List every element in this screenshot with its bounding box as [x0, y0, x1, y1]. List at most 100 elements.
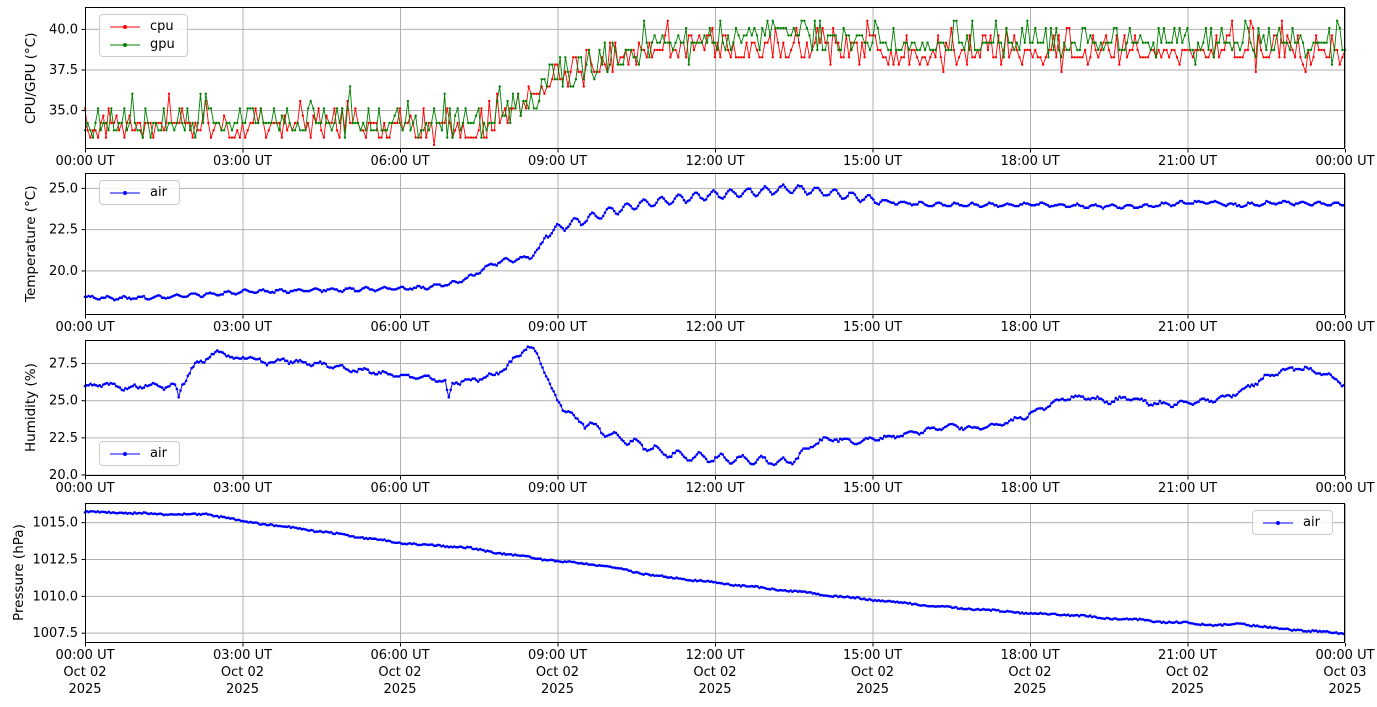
x-tick-date: Oct 02 [63, 665, 106, 680]
y-tick-label: 22.5 [49, 223, 78, 238]
y-tick-label: 27.5 [49, 357, 78, 372]
y-tick-label: 25.0 [49, 181, 78, 196]
x-tick-date: Oct 02 [851, 665, 894, 680]
x-tick-time: 21:00 UT [1158, 481, 1217, 496]
x-tick-time: 21:00 UT [1158, 648, 1217, 663]
tick-marks [81, 522, 1346, 647]
axes-frame [85, 340, 1345, 476]
legend-temperature: air [99, 180, 180, 205]
x-tick-date: Oct 02 [1008, 665, 1051, 680]
x-tick-time: 18:00 UT [1000, 648, 1059, 663]
x-tick-time: 12:00 UT [685, 320, 744, 335]
x-tick-time: 18:00 UT [1000, 481, 1059, 496]
legend-line-icon [110, 451, 140, 456]
series-line-air [84, 346, 1344, 466]
x-tick-time: 03:00 UT [213, 154, 272, 169]
x-tick-date: Oct 02 [1166, 665, 1209, 680]
axes-frame [85, 173, 1345, 315]
x-tick-time: 06:00 UT [370, 648, 429, 663]
x-tick-time: 15:00 UT [843, 481, 902, 496]
x-tick-year: 2025 [1171, 682, 1204, 697]
tick-marks [81, 28, 1346, 153]
y-tick-label: 1010.0 [33, 589, 79, 604]
axes-frame [85, 7, 1345, 149]
x-tick-time: 00:00 UT [1315, 320, 1374, 335]
y-tick-label: 20.0 [49, 468, 78, 483]
x-tick-year: 2025 [856, 682, 889, 697]
x-tick-year: 2025 [226, 682, 259, 697]
x-tick-time: 03:00 UT [213, 648, 272, 663]
x-tick-time: 21:00 UT [1158, 154, 1217, 169]
x-tick-time: 06:00 UT [370, 320, 429, 335]
legend-humidity: air [99, 441, 180, 466]
x-tick-year: 2025 [1013, 682, 1046, 697]
panel-0: 35.0 37.5 40.0 00:00 UT 03:00 UT 06:00 UT 09:0… [49, 7, 1375, 169]
x-tick-time: 09:00 UT [528, 648, 587, 663]
legend-line-icon [110, 190, 140, 195]
x-tick-time: 00:00 UT [55, 648, 114, 663]
x-tick-time: 15:00 UT [843, 648, 902, 663]
x-tick-year: 2025 [541, 682, 574, 697]
y-tick-label: 37.5 [49, 63, 78, 78]
legend-entry-gpu: gpu [109, 37, 175, 52]
y-tick-label: 1012.5 [33, 553, 79, 568]
x-tick-time: 09:00 UT [528, 320, 587, 335]
legend-label: air [150, 185, 167, 200]
x-tick-time: 09:00 UT [528, 154, 587, 169]
x-tick-year: 2025 [698, 682, 731, 697]
tick-marks [81, 363, 1346, 480]
y-tick-label: 40.0 [49, 22, 78, 37]
x-tick-time: 03:00 UT [213, 320, 272, 335]
x-tick-year: 2025 [68, 682, 101, 697]
legend-entry-air: air [1262, 515, 1320, 530]
x-tick-time: 00:00 UT [1315, 154, 1374, 169]
series-markers-air [83, 345, 1346, 467]
legend-cpu-gpu: cpu gpu [99, 14, 188, 57]
tick-marks [81, 187, 1346, 319]
legend-label: cpu [150, 19, 174, 34]
y-tick-label: 22.5 [49, 431, 78, 446]
x-tick-date: Oct 02 [693, 665, 736, 680]
axes-frame [85, 503, 1345, 643]
y-tick-label: 20.0 [49, 264, 78, 279]
series-markers-air [83, 183, 1346, 302]
x-tick-time: 12:00 UT [685, 154, 744, 169]
x-tick-date: Oct 03 [1323, 665, 1366, 680]
x-tick-time: 00:00 UT [1315, 481, 1374, 496]
x-tick-time: 00:00 UT [55, 154, 114, 169]
series-line-air [84, 510, 1344, 635]
x-tick-year: 2025 [1328, 682, 1361, 697]
y-tick-label: 35.0 [49, 104, 78, 119]
x-tick-time: 09:00 UT [528, 481, 587, 496]
legend-line-icon [110, 24, 140, 29]
x-tick-time: 06:00 UT [370, 481, 429, 496]
panel-1: 20.0 22.5 25.0 00:00 UT 03:00 UT 06:00 UT 09:0… [49, 173, 1375, 335]
gridlines [85, 8, 1346, 148]
legend-label: air [150, 446, 167, 461]
x-tick-date: Oct 02 [378, 665, 421, 680]
x-tick-time: 15:00 UT [843, 320, 902, 335]
x-tick-time: 06:00 UT [370, 154, 429, 169]
x-tick-time: 12:00 UT [685, 648, 744, 663]
legend-line-icon [1263, 520, 1293, 525]
panel-2: 20.0 22.5 25.0 27.5 00:00 UT 03:00 UT 06:00 UT… [49, 340, 1375, 496]
y-tick-label: 1015.0 [33, 516, 79, 531]
x-tick-date: Oct 02 [536, 665, 579, 680]
legend-entry-cpu: cpu [109, 19, 175, 34]
series-line-air [85, 183, 1344, 301]
x-tick-time: 00:00 UT [1315, 648, 1374, 663]
x-tick-time: 15:00 UT [843, 154, 902, 169]
x-tick-date: Oct 02 [221, 665, 264, 680]
legend-line-icon [110, 42, 140, 47]
x-tick-time: 00:00 UT [55, 320, 114, 335]
legend-entry-air: air [109, 185, 167, 200]
y-tick-label: 25.0 [49, 394, 78, 409]
panel-3: 1007.5 1010.0 1012.5 1015.0 00:00 UT Oct 02 20… [33, 503, 1375, 697]
series-markers-air [83, 510, 1346, 636]
legend-label: air [1303, 515, 1320, 530]
x-tick-time: 00:00 UT [55, 481, 114, 496]
x-tick-time: 12:00 UT [685, 481, 744, 496]
x-tick-time: 18:00 UT [1000, 154, 1059, 169]
x-tick-time: 18:00 UT [1000, 320, 1059, 335]
